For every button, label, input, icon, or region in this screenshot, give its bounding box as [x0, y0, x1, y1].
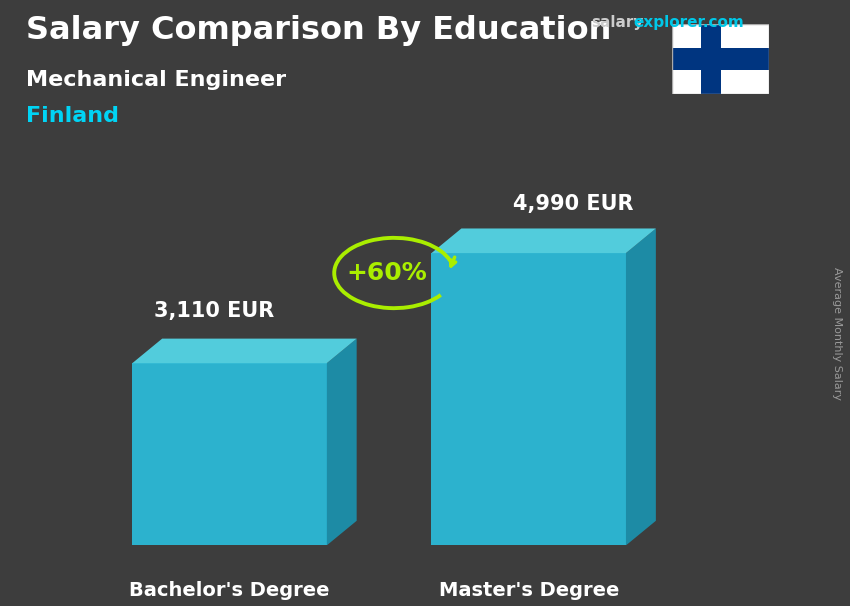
Polygon shape — [432, 228, 656, 253]
Polygon shape — [133, 339, 357, 363]
Polygon shape — [626, 228, 656, 545]
Text: Finland: Finland — [26, 106, 118, 126]
Text: Salary Comparison By Education: Salary Comparison By Education — [26, 15, 611, 46]
Polygon shape — [432, 253, 626, 545]
Text: explorer.com: explorer.com — [633, 15, 744, 30]
Text: Bachelor's Degree: Bachelor's Degree — [129, 581, 330, 599]
Text: 4,990 EUR: 4,990 EUR — [513, 195, 634, 215]
Polygon shape — [133, 363, 326, 545]
Text: +60%: +60% — [346, 261, 427, 285]
Text: 3,110 EUR: 3,110 EUR — [155, 301, 275, 321]
Polygon shape — [326, 339, 357, 545]
Text: Average Monthly Salary: Average Monthly Salary — [832, 267, 842, 400]
Text: Mechanical Engineer: Mechanical Engineer — [26, 70, 286, 90]
Bar — [701, 24, 721, 94]
Bar — [672, 48, 769, 70]
Text: Master's Degree: Master's Degree — [439, 581, 619, 599]
Text: salary: salary — [591, 15, 643, 30]
